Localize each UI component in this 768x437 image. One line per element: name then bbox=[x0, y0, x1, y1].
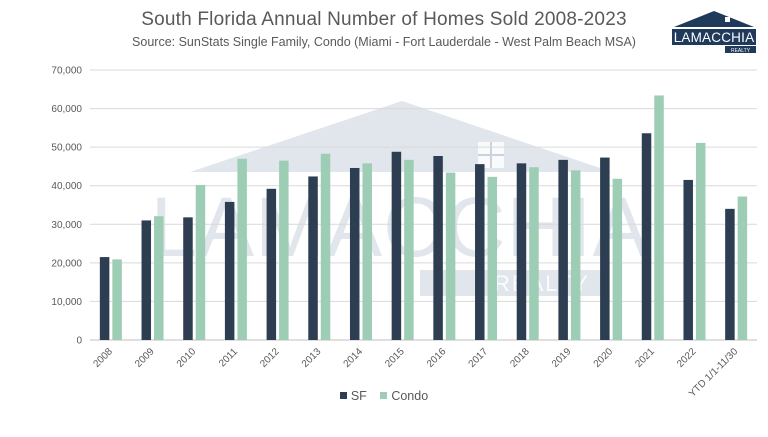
x-tick-label: 2009 bbox=[133, 346, 157, 370]
bar-condo-5 bbox=[320, 153, 331, 340]
legend-swatch-condo bbox=[380, 392, 388, 399]
watermark-roof-icon bbox=[190, 101, 612, 172]
bar-condo-0 bbox=[112, 259, 122, 340]
bar-sf-0 bbox=[99, 257, 110, 340]
chart-subtitle: Source: SunStats Single Family, Condo (M… bbox=[132, 35, 636, 49]
bar-sf-3 bbox=[224, 201, 235, 340]
y-tick-label: 0 bbox=[76, 336, 82, 347]
bar-sf-11 bbox=[558, 159, 568, 340]
legend-item-sf: SF bbox=[339, 389, 367, 403]
bar-condo-14 bbox=[695, 142, 706, 340]
bar-condo-9 bbox=[487, 176, 498, 340]
x-tick-label: 2008 bbox=[91, 346, 115, 370]
bar-sf-1 bbox=[141, 220, 152, 340]
legend-item-condo: Condo bbox=[380, 389, 428, 403]
x-tick-label: 2021 bbox=[633, 346, 657, 370]
x-tick-label: 2022 bbox=[675, 346, 699, 370]
logo-subtext: REALTY bbox=[731, 48, 751, 54]
y-tick-label: 70,000 bbox=[51, 66, 82, 77]
y-tick-label: 60,000 bbox=[51, 104, 82, 115]
x-tick-label: 2010 bbox=[175, 346, 199, 370]
bar-condo-6 bbox=[362, 163, 372, 340]
bar-condo-1 bbox=[154, 216, 164, 340]
bar-condo-10 bbox=[529, 167, 539, 340]
x-tick-label: 2017 bbox=[467, 346, 491, 370]
x-tick-label: 2011 bbox=[217, 346, 240, 369]
bar-condo-4 bbox=[279, 160, 289, 340]
bar-sf-8 bbox=[433, 156, 443, 340]
bar-condo-2 bbox=[195, 184, 206, 340]
bar-condo-15 bbox=[737, 196, 748, 340]
x-tick-label: 2016 bbox=[425, 346, 449, 370]
x-tick-label: 2014 bbox=[342, 346, 366, 370]
bar-sf-4 bbox=[266, 188, 277, 340]
logo-text: LAMACCHIA bbox=[674, 30, 755, 45]
bar-sf-14 bbox=[683, 179, 693, 340]
y-tick-label: 50,000 bbox=[51, 143, 82, 154]
bar-sf-6 bbox=[349, 167, 360, 340]
y-tick-label: 10,000 bbox=[51, 297, 82, 308]
logo-roof-icon bbox=[674, 11, 754, 27]
x-tick-label: 2015 bbox=[383, 346, 407, 370]
bar-condo-13 bbox=[654, 95, 664, 340]
y-tick-label: 20,000 bbox=[51, 258, 82, 269]
bar-sf-10 bbox=[516, 163, 527, 340]
chart-legend: SF Condo bbox=[0, 389, 768, 403]
bar-sf-5 bbox=[308, 176, 318, 340]
bar-sf-2 bbox=[183, 217, 193, 340]
x-tick-label: 2013 bbox=[300, 346, 324, 370]
legend-label-condo: Condo bbox=[391, 389, 429, 403]
bar-condo-7 bbox=[404, 159, 414, 340]
legend-label-sf: SF bbox=[350, 389, 367, 403]
x-tick-label: 2020 bbox=[592, 346, 616, 370]
bar-condo-8 bbox=[445, 172, 456, 340]
legend-swatch-sf bbox=[339, 392, 347, 399]
bar-condo-11 bbox=[570, 170, 581, 340]
bar-sf-9 bbox=[475, 164, 485, 340]
chart-title: South Florida Annual Number of Homes Sol… bbox=[141, 9, 627, 30]
bar-sf-7 bbox=[391, 151, 402, 340]
bar-sf-15 bbox=[725, 208, 735, 340]
bar-condo-12 bbox=[612, 178, 623, 340]
lamacchia-logo: LAMACCHIA REALTY bbox=[672, 11, 756, 54]
y-tick-label: 40,000 bbox=[51, 181, 82, 192]
x-tick-label: 2019 bbox=[550, 346, 574, 370]
bar-sf-13 bbox=[641, 133, 652, 340]
bar-sf-12 bbox=[600, 157, 610, 340]
bar-condo-3 bbox=[237, 158, 247, 340]
x-tick-label: 2018 bbox=[508, 346, 532, 370]
x-tick-label: 2012 bbox=[258, 346, 282, 370]
y-tick-label: 30,000 bbox=[51, 220, 82, 231]
